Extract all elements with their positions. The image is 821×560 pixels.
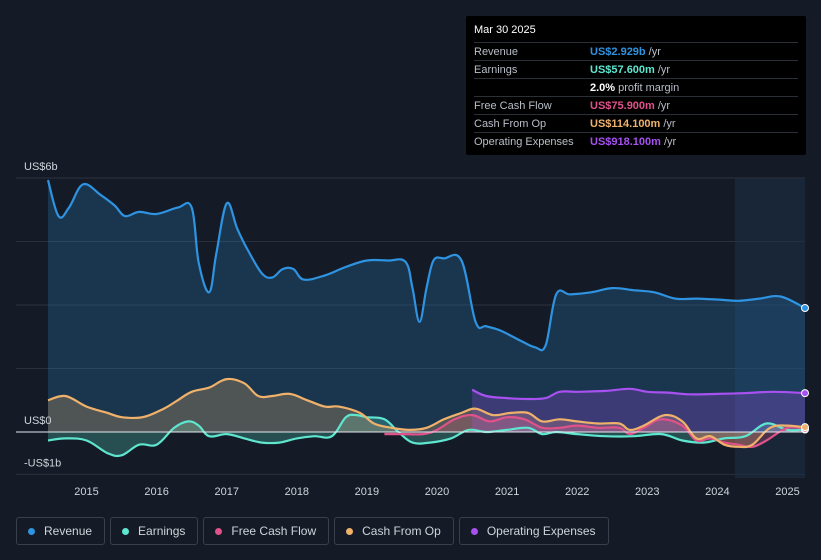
cash-from-op-line xyxy=(47,377,806,449)
tooltip-row-unit: /yr xyxy=(657,63,671,76)
x-tick-label: 2019 xyxy=(355,486,379,498)
legend: Revenue Earnings Free Cash Flow Cash From O… xyxy=(16,517,609,545)
tooltip-row: Operating Expenses US$918.100m/yr xyxy=(474,133,798,150)
legend-dot-icon xyxy=(346,527,354,535)
tooltip-row-value: 2.0% xyxy=(590,81,616,94)
tooltip-row-label: Cash From Op xyxy=(474,117,547,130)
x-tick-label: 2023 xyxy=(635,486,659,498)
cash-from-op-area xyxy=(48,378,805,448)
tooltip-row-unit: profit margin xyxy=(618,81,680,94)
tooltip-row: 2.0% profit margin xyxy=(474,79,798,97)
tooltip-row-label: Free Cash Flow xyxy=(474,99,552,112)
tooltip-row-unit: /yr xyxy=(657,99,671,112)
revenue-line xyxy=(46,179,806,352)
x-tick-label: 2016 xyxy=(144,486,168,498)
legend-label: Earnings xyxy=(138,524,186,538)
tooltip-row-unit: /yr xyxy=(663,117,676,130)
revenue-area xyxy=(48,180,805,432)
legend-label: Cash From Op xyxy=(362,524,441,538)
legend-item-revenue[interactable]: Revenue xyxy=(16,517,106,545)
tooltip-row-value: US$918.100m xyxy=(590,135,661,148)
x-tick-label: 2025 xyxy=(775,486,799,498)
legend-dot-icon xyxy=(28,527,35,535)
operating-expenses-end-marker xyxy=(801,389,809,398)
y-axis-label: US$0 xyxy=(24,415,52,427)
y-axis-labels: US$6b US$0 -US$1b xyxy=(24,161,61,469)
x-tick-label: 2021 xyxy=(495,486,519,498)
x-tick-label: 2018 xyxy=(285,486,309,498)
legend-item-earnings[interactable]: Earnings xyxy=(110,517,199,545)
legend-dot-icon xyxy=(215,527,223,535)
tooltip-row-label: Earnings xyxy=(474,63,518,76)
tooltip-row: Cash From Op US$114.100m/yr xyxy=(474,115,798,133)
x-tick-label: 2022 xyxy=(565,486,589,498)
legend-item-operating-expenses[interactable]: Operating Expenses xyxy=(458,517,609,545)
legend-dot-icon xyxy=(122,527,130,535)
operating-expenses-line xyxy=(471,387,806,401)
tooltip-date: Mar 30 2025 xyxy=(474,22,798,43)
free-cash-flow-line xyxy=(384,413,806,449)
y-axis-label: -US$1b xyxy=(24,457,61,469)
tooltip-row: Revenue US$2.929b/yr xyxy=(474,43,798,61)
tooltip-row-label: Revenue xyxy=(474,45,519,58)
legend-label: Operating Expenses xyxy=(486,524,596,538)
tooltip-row: Free Cash Flow US$75.900m/yr xyxy=(474,97,798,115)
x-tick-label: 2015 xyxy=(74,486,98,498)
tooltip-row-value: US$114.100m xyxy=(590,117,661,130)
x-axis-ticks: 2015 2016 2017 2018 2019 2020 2021 2022 2023 2024… xyxy=(74,486,799,498)
tooltip-row-value: US$57.600m xyxy=(590,63,655,76)
tooltip-row-value: US$2.929b xyxy=(590,45,646,58)
legend-item-cash-from-op[interactable]: Cash From Op xyxy=(334,517,454,545)
series-end-markers xyxy=(801,304,809,434)
legend-dot-icon xyxy=(470,527,478,535)
x-tick-label: 2020 xyxy=(425,486,449,498)
series-lines xyxy=(46,179,806,458)
series-areas xyxy=(48,180,805,457)
operating-expenses-area xyxy=(472,388,805,432)
legend-item-free-cash-flow[interactable]: Free Cash Flow xyxy=(203,517,330,545)
legend-label: Revenue xyxy=(44,524,93,538)
revenue-end-marker xyxy=(801,304,809,313)
y-axis-label: US$6b xyxy=(24,161,58,173)
legend-label: Free Cash Flow xyxy=(231,524,317,538)
chart-area: US$6b US$0 -US$1b 2015 2016 2017 2018 2019 2020… xyxy=(16,161,809,498)
tooltip-row-unit: /yr xyxy=(663,135,677,148)
x-tick-label: 2017 xyxy=(214,486,238,498)
earnings-line xyxy=(47,413,806,458)
tooltip-row-unit: /yr xyxy=(648,45,661,58)
tooltip-row-value: US$75.900m xyxy=(590,99,655,112)
tooltip-row-label: Operating Expenses xyxy=(474,135,574,148)
tooltip-panel: Mar 30 2025 Revenue US$2.929b/yr Earnings U… xyxy=(466,16,806,155)
x-tick-label: 2024 xyxy=(705,486,729,498)
earnings-area xyxy=(48,414,805,457)
tooltip-row: Earnings US$57.600m/yr xyxy=(474,61,798,79)
cash-from-op-end-marker xyxy=(801,423,809,432)
